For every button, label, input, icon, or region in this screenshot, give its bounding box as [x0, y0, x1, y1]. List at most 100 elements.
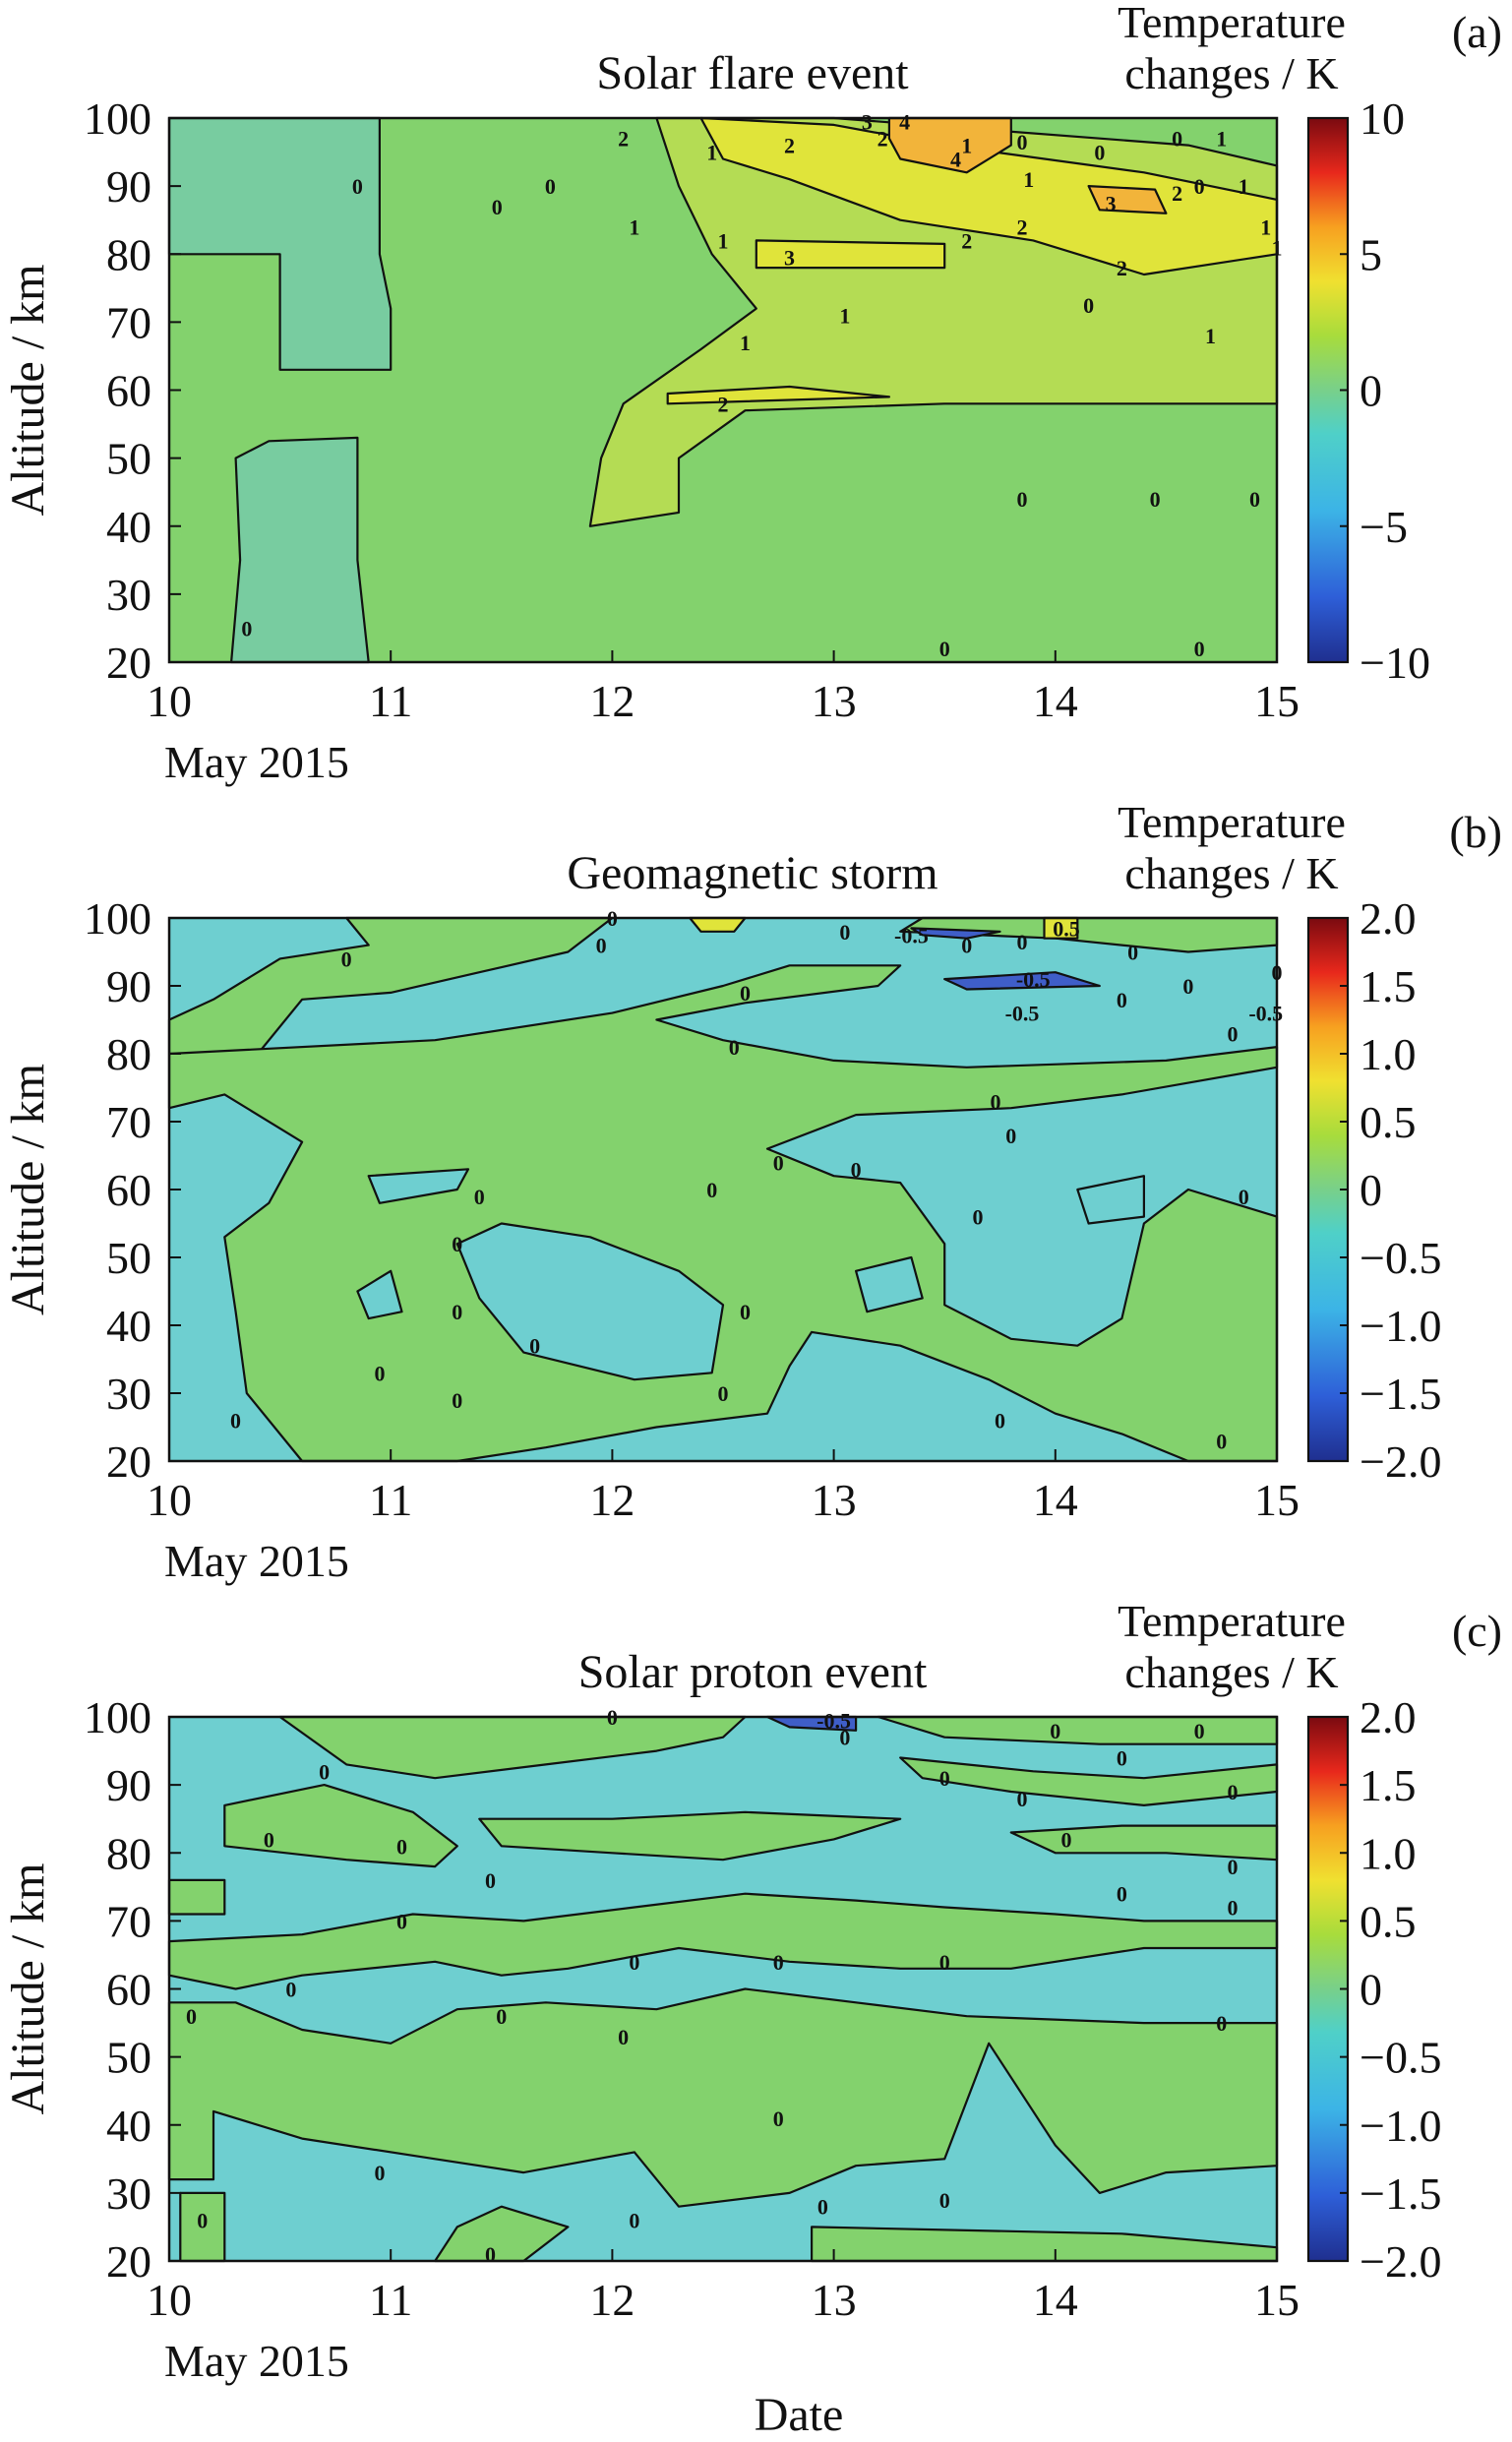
y-tick-label: 20 [106, 2236, 151, 2287]
contour-label: 0 [374, 2161, 385, 2185]
contour-label: 1 [1260, 215, 1271, 240]
x-axis-title: Date [755, 2389, 844, 2441]
x-tick-label: 15 [1254, 676, 1300, 726]
contour-region [455, 1222, 725, 1381]
colorbar-tick-label: 0.5 [1360, 1097, 1417, 1147]
contour-label: 2 [618, 127, 629, 152]
contour-label: 3 [862, 109, 873, 134]
x-tick-label: 10 [147, 676, 192, 726]
y-tick-label: 70 [106, 297, 151, 347]
contour-label: 0 [1227, 1896, 1238, 1921]
colorbar-title-line2: changes / K [1124, 1647, 1338, 1697]
contour-label: 1 [718, 228, 729, 253]
contour-label: 0 [939, 637, 950, 661]
y-tick-label: 60 [106, 366, 151, 416]
y-tick-label: 50 [106, 1233, 151, 1283]
contour-label: 0 [939, 1766, 950, 1791]
colorbar-tick-label: −2.0 [1360, 1436, 1441, 1487]
y-tick-label: 30 [106, 1369, 151, 1419]
contour-region [1076, 1175, 1146, 1225]
contour-region [755, 239, 946, 270]
contour-label: 0 [629, 1950, 639, 1975]
x-tick-label: 14 [1033, 1475, 1078, 1525]
contour-label: 1 [839, 303, 850, 328]
contour-label: 0 [773, 1950, 784, 1975]
y-tick-label: 100 [84, 893, 151, 944]
contour-label: 0 [452, 1300, 462, 1324]
contour-label: 0 [1117, 988, 1127, 1012]
contour-label: 0 [1194, 1719, 1205, 1743]
contour-label: 0 [740, 981, 751, 1006]
contour-label: 1 [1205, 324, 1216, 348]
x-tick-label: 14 [1033, 2275, 1078, 2325]
x-tick-label: 12 [589, 2275, 635, 2325]
contour-label: 0 [474, 1185, 485, 1209]
colorbar-tick-label: 1.0 [1360, 1828, 1417, 1878]
contour-label: 0 [374, 1361, 385, 1385]
contour-label: 0 [1005, 1124, 1016, 1148]
x-axis-sublabel: May 2015 [164, 2336, 349, 2386]
colorbar-tick-label: −1.5 [1360, 1369, 1441, 1419]
y-tick-label: 60 [106, 1965, 151, 2015]
contour-label: 0 [545, 174, 556, 199]
contour-label: 3 [1106, 191, 1117, 215]
contour-label: 0 [1194, 174, 1205, 199]
contour-region [666, 385, 891, 405]
y-tick-label: 70 [106, 1097, 151, 1147]
contour-label: 0 [264, 1827, 274, 1852]
contour-label: 0 [1150, 487, 1161, 512]
contour-region [367, 1168, 470, 1204]
contour-region [478, 1810, 902, 1862]
contour-label: 0 [1227, 1855, 1238, 1879]
contour-label: 0 [396, 1834, 407, 1859]
panel-title: Solar proton event [578, 1646, 928, 1698]
contour-label: 1 [1239, 174, 1249, 199]
y-tick-label: 20 [106, 1436, 151, 1487]
colorbar-tick-label: −0.5 [1360, 1233, 1441, 1283]
y-axis-title: Altitude / km [2, 1863, 54, 2115]
contour-label: 0 [1227, 1780, 1238, 1804]
y-tick-label: 60 [106, 1165, 151, 1215]
colorbar-tick-label: 2.0 [1360, 893, 1417, 944]
contour-label: 2 [961, 228, 972, 253]
contour-label: 0 [1194, 637, 1205, 661]
contour-label: 0 [485, 1868, 496, 1893]
contour-label: 0 [1061, 1827, 1072, 1852]
colorbar-title-line2: changes / K [1124, 848, 1338, 898]
x-tick-label: 12 [589, 676, 635, 726]
contour-label: 0 [773, 1150, 784, 1175]
contour-label: 0 [1239, 1185, 1249, 1209]
colorbar-title-line1: Temperature [1118, 1596, 1346, 1646]
contour-label: 0 [1083, 293, 1094, 318]
contour-label: 1 [629, 215, 639, 240]
colorbar-tick-label: −10 [1360, 638, 1430, 688]
colorbar-title-line2: changes / K [1124, 48, 1338, 98]
x-axis-sublabel: May 2015 [164, 737, 349, 787]
panel-letter: (a) [1452, 7, 1502, 57]
y-axis-title: Altitude / km [2, 265, 54, 517]
contour-label: 0 [396, 1909, 407, 1933]
contour-label: 0 [241, 616, 252, 641]
x-tick-label: 13 [812, 1475, 857, 1525]
contour-label: 0 [618, 2025, 629, 2049]
x-tick-label: 15 [1254, 2275, 1300, 2325]
x-tick-label: 10 [147, 1475, 192, 1525]
panel-title: Geomagnetic storm [567, 847, 937, 899]
x-tick-label: 11 [369, 1475, 412, 1525]
contour-label: 0 [186, 2004, 197, 2029]
contour-label: 0 [851, 1157, 862, 1182]
colorbar-tick-label: 0 [1360, 1965, 1382, 2015]
contour-label: 0 [452, 1232, 462, 1256]
y-tick-label: 80 [106, 1828, 151, 1878]
colorbar-tick-label: 0 [1360, 1165, 1382, 1215]
x-tick-label: 13 [812, 676, 857, 726]
contour-label: 0 [729, 1035, 740, 1060]
contour-label: -0.5 [1005, 1002, 1040, 1026]
contour-label: -0.5 [894, 923, 929, 947]
x-axis-sublabel: May 2015 [164, 1536, 349, 1586]
contour-label: 0 [817, 2195, 828, 2220]
x-tick-label: 11 [369, 676, 412, 726]
